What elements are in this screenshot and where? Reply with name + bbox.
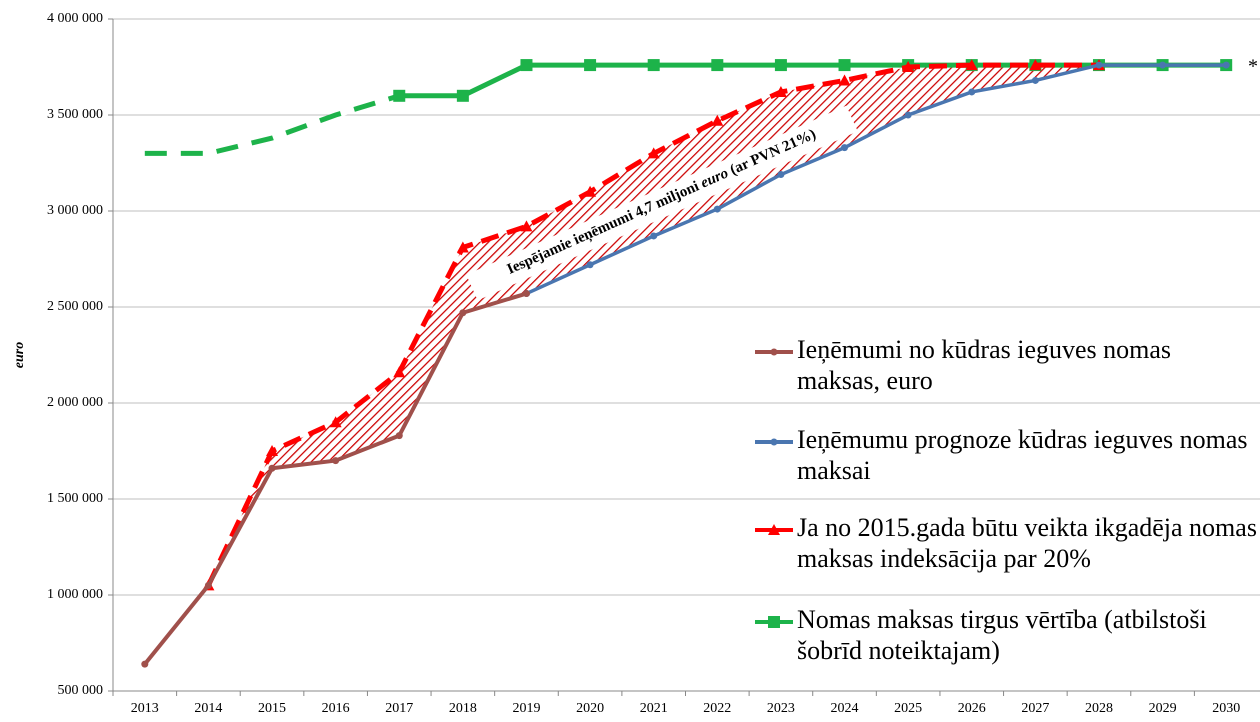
series-line [143,291,528,666]
point [965,59,978,71]
x-tick-label: 2014 [194,701,222,716]
point [647,147,660,159]
y-tick-label: 500 000 [58,683,104,698]
x-tick-label: 2013 [131,701,159,716]
point [774,85,787,97]
point [1031,76,1039,84]
point [1095,61,1103,69]
point [1159,61,1167,69]
x-tick-label: 2026 [958,701,986,716]
y-tick-label: 4 000 000 [47,11,103,26]
series-line [525,63,1227,296]
annotation: Iespējamie ieņēmumi 4,7 miljoni euro (ar… [466,105,858,301]
point [968,88,976,96]
point [586,261,594,269]
y-tick-label: 2 500 000 [47,299,103,314]
point [838,74,851,86]
point [456,241,469,253]
y-tick-label: 3 000 000 [47,203,103,218]
point [904,111,912,119]
y-tick-label: 1 500 000 [47,491,103,506]
annotation-box [466,105,858,301]
point [393,366,406,378]
point [1029,59,1042,71]
point [711,114,724,126]
dash-gap [144,92,401,157]
point [520,59,533,72]
point [650,232,658,240]
point [522,290,530,298]
point [841,144,849,152]
point [713,205,721,213]
legend-label: Ja no 2015.gada būtu veikta ikgadēja nom… [797,513,1257,573]
point [266,445,279,456]
point [902,61,915,72]
point [393,89,406,102]
point [329,416,342,428]
x-tick-label: 2020 [576,701,604,716]
y-tick-label: 3 500 000 [47,107,103,122]
point [520,220,533,232]
point [1222,61,1230,69]
legend-marker [770,348,778,356]
point [141,660,149,668]
x-tick-label: 2024 [831,701,859,716]
x-tick-label: 2027 [1021,701,1049,716]
x-tick-label: 2017 [385,701,413,716]
legend-label: Ieņēmumu prognoze kūdras ieguves nomas ma… [797,425,1248,485]
point [204,581,212,589]
x-tick-label: 2022 [703,701,731,716]
legend-marker [770,438,778,446]
y-tick-label: 2 000 000 [47,395,103,410]
x-tick-label: 2025 [894,701,922,716]
footnote: * [1248,56,1258,78]
x-tick-label: 2028 [1085,701,1113,716]
x-tick-label: 2019 [512,701,540,716]
point [395,432,403,440]
legend-marker [768,616,780,628]
legend-label: Ieņēmumi no kūdras ieguves nomas maksas, … [797,335,1171,395]
point [838,59,851,72]
point [456,89,469,102]
x-tick-label: 2016 [322,701,350,716]
point [777,171,785,179]
point [459,309,467,317]
x-tick-label: 2021 [640,701,668,716]
y-axis-label: euro [12,342,27,368]
x-tick-label: 2023 [767,701,795,716]
point [584,185,597,197]
x-tick-label: 2018 [449,701,477,716]
point [647,59,660,72]
x-tick-label: 2015 [258,701,286,716]
series-line [206,62,1099,587]
point [774,59,787,72]
point [332,457,340,465]
y-tick-label: 1 000 000 [47,587,103,602]
legend-label: Nomas maksas tirgus vērtība (atbilstoši š… [797,605,1207,665]
hatch-area [208,65,1099,586]
x-tick-label: 2030 [1212,701,1240,716]
point [711,59,724,72]
point [584,59,597,72]
x-tick-label: 2029 [1149,701,1177,716]
point [268,464,276,472]
legend-marker [768,524,780,535]
